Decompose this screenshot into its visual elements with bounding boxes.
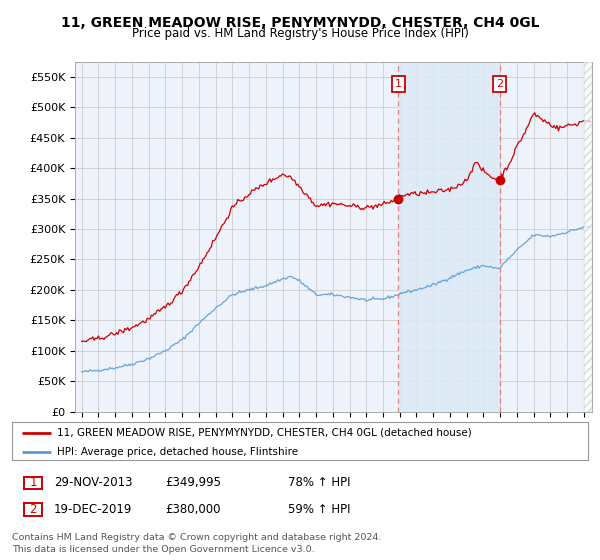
Text: £349,995: £349,995	[165, 476, 221, 489]
Text: £380,000: £380,000	[165, 503, 221, 516]
Text: 78% ↑ HPI: 78% ↑ HPI	[288, 476, 350, 489]
Bar	[398, 62, 500, 412]
Text: Price paid vs. HM Land Registry's House Price Index (HPI): Price paid vs. HM Land Registry's House …	[131, 27, 469, 40]
Text: Contains HM Land Registry data © Crown copyright and database right 2024.
This d: Contains HM Land Registry data © Crown c…	[12, 533, 382, 554]
Text: 2: 2	[496, 79, 503, 89]
Text: 11, GREEN MEADOW RISE, PENYMYNYDD, CHESTER, CH4 0GL (detached house): 11, GREEN MEADOW RISE, PENYMYNYDD, CHEST…	[57, 427, 472, 437]
Text: 19-DEC-2019: 19-DEC-2019	[54, 503, 133, 516]
Text: 11, GREEN MEADOW RISE, PENYMYNYDD, CHESTER, CH4 0GL: 11, GREEN MEADOW RISE, PENYMYNYDD, CHEST…	[61, 16, 539, 30]
Text: 59% ↑ HPI: 59% ↑ HPI	[288, 503, 350, 516]
Text: 1: 1	[29, 476, 37, 489]
Text: HPI: Average price, detached house, Flintshire: HPI: Average price, detached house, Flin…	[57, 447, 298, 457]
Text: 29-NOV-2013: 29-NOV-2013	[54, 476, 133, 489]
Text: 2: 2	[29, 503, 37, 516]
Text: 1: 1	[395, 79, 402, 89]
